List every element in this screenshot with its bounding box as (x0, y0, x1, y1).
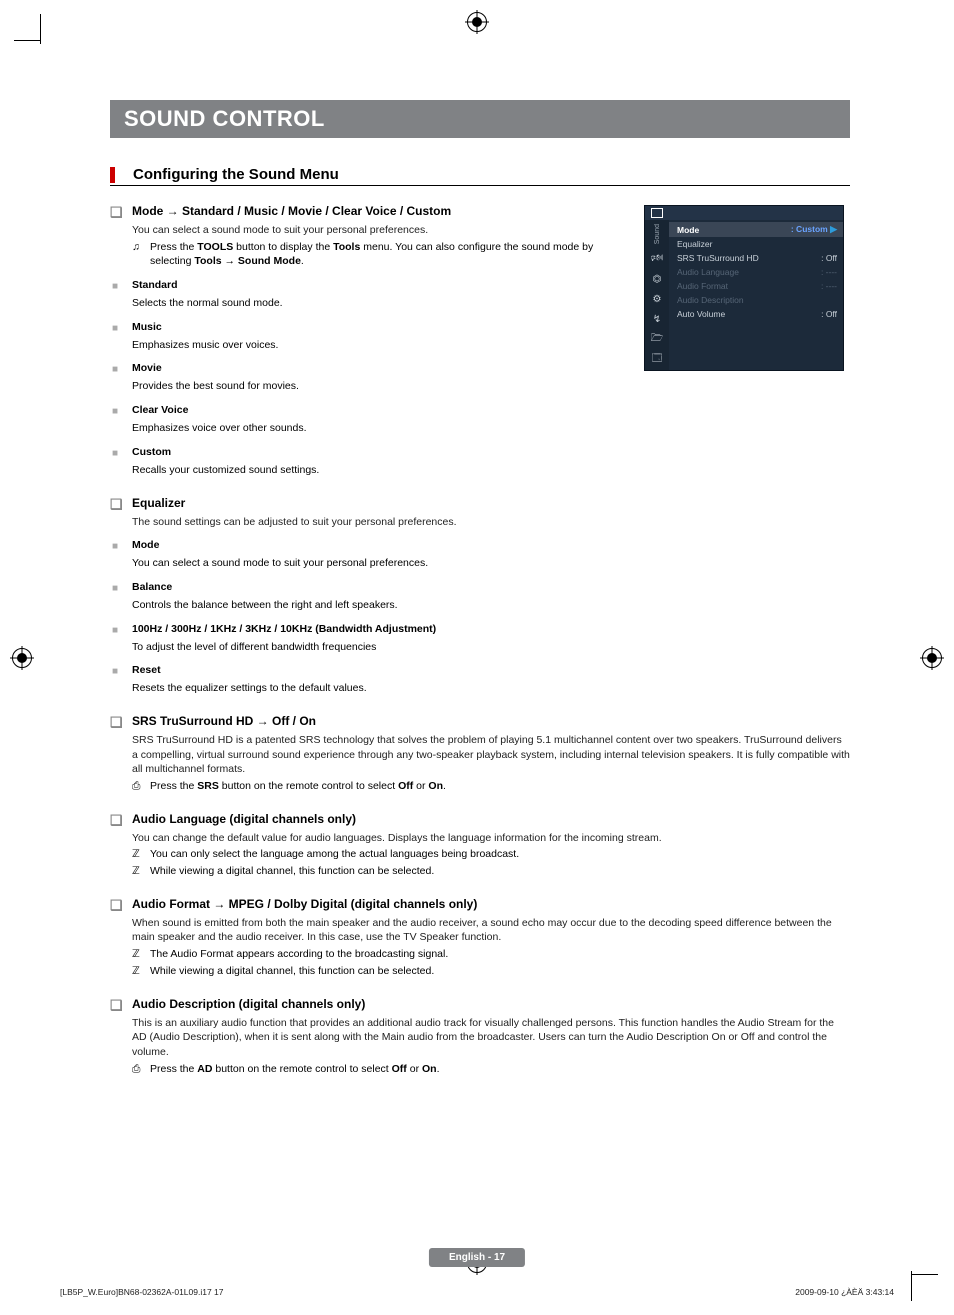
audiodesc-body: This is an auxiliary audio function that… (132, 1016, 850, 1060)
note-text: While viewing a digital channel, this fu… (150, 864, 434, 879)
footer-meta: [LB5P_W.Euro]BN68-02362A-01L09.i17 17 20… (60, 1287, 894, 1297)
audiodesc-tip: ⎙ Press the AD button on the remote cont… (132, 1062, 850, 1077)
srs-body: SRS TruSurround HD is a patented SRS tec… (132, 733, 850, 777)
audiofmt-heading: ❏ Audio Format → MPEG / Dolby Digital (d… (110, 897, 850, 914)
registration-mark-right (922, 648, 942, 668)
mode-title: Mode → Standard / Music / Movie / Clear … (132, 204, 451, 221)
sub-custom-body: Recalls your customized sound settings. (132, 463, 850, 478)
square-bullet-icon: ■ (112, 279, 132, 294)
tip-text: Press the TOOLS button to display the To… (150, 240, 632, 269)
crop-mark-tl-h (14, 40, 40, 41)
audiolang-heading: ❏ Audio Language (digital channels only) (110, 812, 850, 829)
note-icon: ℤ (132, 864, 150, 879)
sub-music-body: Emphasizes music over voices. (132, 338, 850, 353)
q-bullet-icon: ❏ (110, 997, 132, 1014)
audiolang-body: You can change the default value for aud… (132, 831, 850, 846)
note-icon: ℤ (132, 964, 150, 979)
registration-mark-top (467, 12, 487, 32)
footer-right: 2009-09-10 ¿ÀÈÄ 3:43:14 (795, 1287, 894, 1297)
audiolang-note1: ℤ You can only select the language among… (132, 847, 850, 862)
square-bullet-icon: ■ (112, 623, 132, 638)
square-bullet-icon: ■ (112, 539, 132, 554)
sub-eq-balance: ■ Balance (112, 581, 850, 596)
square-bullet-icon: ■ (112, 664, 132, 679)
crop-mark-br-h (912, 1274, 938, 1275)
audiofmt-body: When sound is emitted from both the main… (132, 916, 850, 945)
tip-text: Press the AD button on the remote contro… (150, 1062, 440, 1077)
heading-accent (110, 167, 115, 183)
audiolang-note2: ℤ While viewing a digital channel, this … (132, 864, 850, 879)
note-icon: ℤ (132, 847, 150, 862)
note-text: While viewing a digital channel, this fu… (150, 964, 434, 979)
sub-movie-body: Provides the best sound for movies. (132, 379, 850, 394)
note-icon: ℤ (132, 947, 150, 962)
crop-mark-tl-v (40, 14, 71, 44)
sub-clearvoice-body: Emphasizes voice over other sounds. (132, 421, 850, 436)
remote-icon: ⎙ (132, 1062, 150, 1077)
equalizer-intro: The sound settings can be adjusted to su… (132, 515, 850, 530)
sub-eq-reset: ■ Reset (112, 664, 850, 679)
q-bullet-icon: ❏ (110, 812, 132, 829)
sub-custom: ■ Custom (112, 446, 850, 461)
square-bullet-icon: ■ (112, 321, 132, 336)
mode-intro: You can select a sound mode to suit your… (132, 223, 632, 238)
heading-text: Configuring the Sound Menu (133, 166, 339, 183)
registration-mark-left (12, 648, 32, 668)
q-bullet-icon: ❏ (110, 897, 132, 914)
sub-eq-balance-body: Controls the balance between the right a… (132, 598, 850, 613)
sub-eq-bandwidth: ■ 100Hz / 300Hz / 1KHz / 3KHz / 10KHz (B… (112, 623, 850, 638)
sub-eq-mode-body: You can select a sound mode to suit your… (132, 556, 850, 571)
audiofmt-note2: ℤ While viewing a digital channel, this … (132, 964, 850, 979)
square-bullet-icon: ■ (112, 404, 132, 419)
sub-standard-body: Selects the normal sound mode. (132, 296, 850, 311)
equalizer-heading: ❏ Equalizer (110, 496, 850, 513)
sub-standard: ■ Standard (112, 279, 850, 294)
srs-heading: ❏ SRS TruSurround HD → Off / On (110, 714, 850, 731)
square-bullet-icon: ■ (112, 446, 132, 461)
footer-left: [LB5P_W.Euro]BN68-02362A-01L09.i17 17 (60, 1287, 224, 1297)
note-text: The Audio Format appears according to th… (150, 947, 448, 962)
sub-movie: ■ Movie (112, 362, 850, 377)
q-bullet-icon: ❏ (110, 204, 132, 221)
sub-eq-reset-body: Resets the equalizer settings to the def… (132, 681, 850, 696)
section-heading: Configuring the Sound Menu (110, 166, 850, 186)
note-text: You can only select the language among t… (150, 847, 519, 862)
sub-eq-bandwidth-body: To adjust the level of different bandwid… (132, 640, 850, 655)
audiodesc-heading: ❏ Audio Description (digital channels on… (110, 997, 850, 1014)
tip-text: Press the SRS button on the remote contr… (150, 779, 446, 794)
sub-clearvoice: ■ Clear Voice (112, 404, 850, 419)
chapter-title: SOUND CONTROL (110, 100, 850, 138)
square-bullet-icon: ■ (112, 581, 132, 596)
tools-icon: ♫ (132, 240, 150, 269)
mode-tools-tip: ♫ Press the TOOLS button to display the … (132, 240, 632, 269)
page-content: SOUND CONTROL Configuring the Sound Menu… (110, 100, 850, 1076)
sub-music: ■ Music (112, 321, 850, 336)
remote-icon: ⎙ (132, 779, 150, 794)
sub-eq-mode: ■ Mode (112, 539, 850, 554)
audiofmt-note1: ℤ The Audio Format appears according to … (132, 947, 850, 962)
page-number-badge: English - 17 (429, 1248, 525, 1267)
srs-tip: ⎙ Press the SRS button on the remote con… (132, 779, 850, 794)
q-bullet-icon: ❏ (110, 714, 132, 731)
square-bullet-icon: ■ (112, 362, 132, 377)
mode-heading: ❏ Mode → Standard / Music / Movie / Clea… (110, 204, 610, 221)
q-bullet-icon: ❏ (110, 496, 132, 513)
